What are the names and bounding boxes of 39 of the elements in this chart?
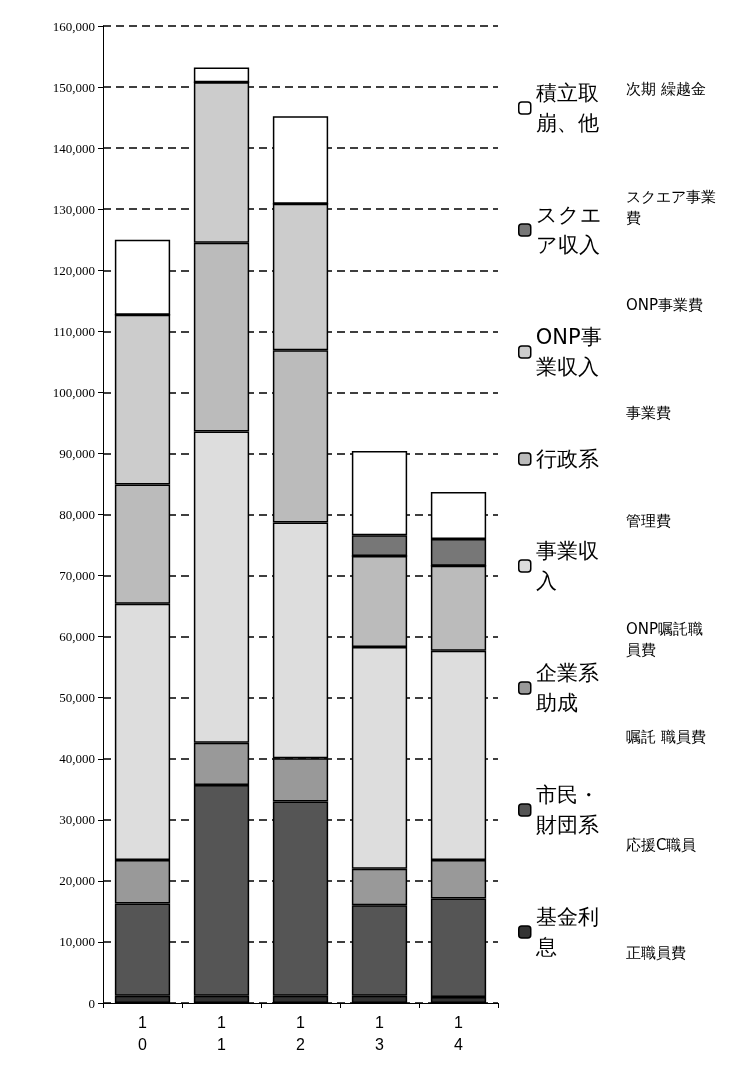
legend-label: 企業系助成: [535, 661, 599, 715]
legend-label: 行政系: [535, 447, 599, 471]
y-tick-label: 40,000: [59, 751, 95, 767]
y-tick-label: 30,000: [59, 812, 95, 828]
x-tick-label: 11: [217, 1013, 227, 1053]
y-tick-label: 130,000: [52, 201, 95, 217]
y-tick-label: 90,000: [59, 445, 95, 461]
y-tick-label: 110,000: [53, 323, 95, 339]
y-tick-label: 60,000: [59, 629, 95, 645]
text: 管理費: [626, 511, 671, 530]
text: 応援C職員: [626, 835, 697, 854]
text: 嘱託 職員費: [626, 727, 706, 746]
y-tick-label: 50,000: [59, 690, 95, 706]
text: スクエア事業費: [626, 187, 716, 227]
y-tick-label: 20,000: [59, 873, 95, 889]
legend-label: 事業収入: [535, 539, 599, 593]
y-tick-label: 100,000: [52, 384, 95, 400]
x-tick-label: 14: [454, 1013, 464, 1053]
legend-label: 積立取崩、他: [535, 81, 599, 135]
y-tick-label: 10,000: [59, 934, 95, 950]
legend-label: 基金利息: [534, 905, 599, 959]
y-tick-label: 140,000: [52, 140, 95, 156]
y-tick-label: 120,000: [52, 262, 95, 278]
legend-label: スクエア収入: [535, 203, 602, 257]
text: ONP事業費: [626, 295, 704, 314]
text: ONP嘱託職員費: [626, 619, 704, 659]
text: 次期 繰越金: [626, 79, 706, 98]
legend-label: 市民・財団系: [535, 783, 599, 837]
y-tick-label: 150,000: [52, 79, 95, 95]
y-tick-label: 160,000: [52, 18, 95, 34]
x-tick-label: 12: [296, 1013, 306, 1053]
y-tick-label: 80,000: [59, 507, 95, 522]
x-tick-label: 13: [375, 1013, 385, 1053]
text: 正職員費: [626, 943, 686, 962]
y-tick-label: 70,000: [59, 568, 95, 584]
y-tick-label: 0: [88, 995, 95, 1011]
legend-label: ONP事業収入: [535, 325, 602, 379]
text: 事業費: [626, 403, 671, 422]
x-tick-label: 10: [138, 1013, 148, 1053]
